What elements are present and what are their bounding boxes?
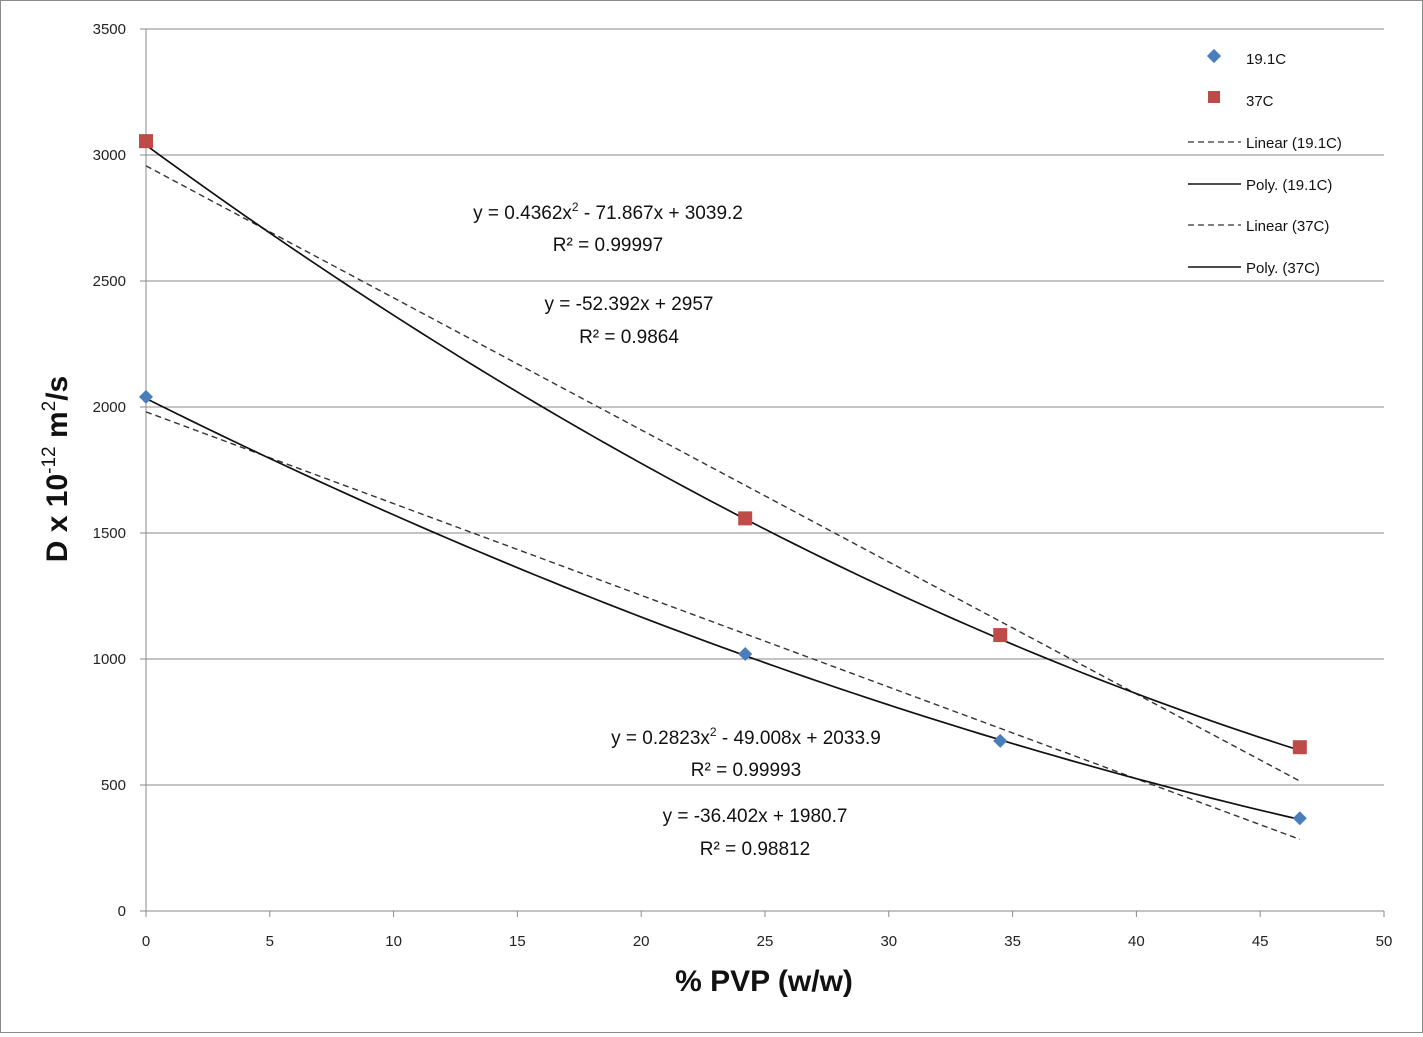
- y-tick-label-1500: 1500: [93, 525, 126, 542]
- point-19.1C-3: [1292, 811, 1307, 826]
- x-tick-label-15: 15: [509, 933, 526, 950]
- trendline-linear-0: [145, 411, 1301, 840]
- y-tick-label-1000: 1000: [93, 651, 126, 668]
- svg-text:R² = 0.99993: R² = 0.99993: [691, 760, 801, 781]
- point-19.1C-2: [993, 733, 1008, 748]
- y-tick-label-500: 500: [101, 777, 126, 794]
- legend-marker-37c: [1208, 91, 1220, 103]
- point-19.1C-0: [139, 389, 153, 404]
- trendline-poly2-3: [145, 144, 1301, 752]
- legend: 19.1C 37C Linear (19.1C) Poly. (19.1C) L…: [1188, 48, 1342, 277]
- trendline-poly2-1: [145, 397, 1301, 821]
- svg-text:y = 0.2823x2 - 49.008x + 2033.: y = 0.2823x2 - 49.008x + 2033.9: [611, 725, 881, 749]
- y-tick-label-3000: 3000: [93, 147, 126, 164]
- data-points: [139, 134, 1307, 826]
- x-tick-labels: 0 5 10 15 20 25 30 35 40 45 50: [142, 911, 1393, 950]
- legend-label-linear-19c: Linear (19.1C): [1246, 135, 1342, 152]
- point-19.1C-1: [738, 646, 753, 661]
- legend-label-poly-19c: Poly. (19.1C): [1246, 177, 1332, 194]
- legend-label-linear-37c: Linear (37C): [1246, 218, 1329, 235]
- x-tick-label-45: 45: [1252, 933, 1269, 950]
- equation-poly-37c: y = 0.4362x2 - 71.867x + 3039.2 R² = 0.9…: [473, 200, 743, 256]
- x-tick-label-25: 25: [757, 933, 774, 950]
- y-tick-labels: 0 500 1000 1500 2000 2500 3000 3500: [93, 21, 146, 920]
- x-tick-label-50: 50: [1376, 933, 1393, 950]
- svg-text:y = -52.392x + 2957: y = -52.392x + 2957: [544, 294, 713, 315]
- x-tick-label-35: 35: [1004, 933, 1021, 950]
- svg-text:R² = 0.98812: R² = 0.98812: [700, 839, 810, 860]
- equation-poly-19c: y = 0.2823x2 - 49.008x + 2033.9 R² = 0.9…: [611, 725, 881, 781]
- legend-label-poly-37c: Poly. (37C): [1246, 260, 1320, 277]
- legend-label-19c: 19.1C: [1246, 51, 1286, 68]
- legend-marker-19c: [1206, 48, 1222, 64]
- svg-text:R² = 0.99997: R² = 0.99997: [553, 235, 663, 256]
- equation-linear-37c: y = -52.392x + 2957 R² = 0.9864: [544, 294, 713, 348]
- point-37C-3: [1292, 740, 1307, 755]
- y-tick-label-0: 0: [118, 903, 126, 920]
- y-tick-label-2500: 2500: [93, 273, 126, 290]
- trendline-linear-2: [145, 165, 1301, 782]
- x-tick-label-20: 20: [633, 933, 650, 950]
- svg-text:y = 0.4362x2 - 71.867x + 3039.: y = 0.4362x2 - 71.867x + 3039.2: [473, 200, 743, 224]
- trendlines: [145, 144, 1301, 840]
- point-37C-1: [738, 511, 753, 526]
- svg-text:R² = 0.9864: R² = 0.9864: [579, 327, 679, 348]
- x-tick-label-10: 10: [385, 933, 402, 950]
- x-tick-label-0: 0: [142, 933, 150, 950]
- x-tick-label-40: 40: [1128, 933, 1145, 950]
- point-37C-2: [993, 628, 1008, 643]
- y-axis-title: D x 10-12 m2/s: [39, 376, 74, 562]
- gridlines: [146, 28, 1384, 786]
- y-tick-label-3500: 3500: [93, 21, 126, 38]
- legend-label-37c: 37C: [1246, 93, 1274, 110]
- point-37C-0: [139, 134, 153, 149]
- x-tick-label-5: 5: [266, 933, 274, 950]
- svg-text:y = -36.402x + 1980.7: y = -36.402x + 1980.7: [663, 806, 848, 827]
- x-axis-title: % PVP (w/w): [675, 965, 853, 998]
- x-tick-label-30: 30: [880, 933, 897, 950]
- y-tick-label-2000: 2000: [93, 399, 126, 416]
- equation-linear-19c: y = -36.402x + 1980.7 R² = 0.98812: [663, 806, 848, 860]
